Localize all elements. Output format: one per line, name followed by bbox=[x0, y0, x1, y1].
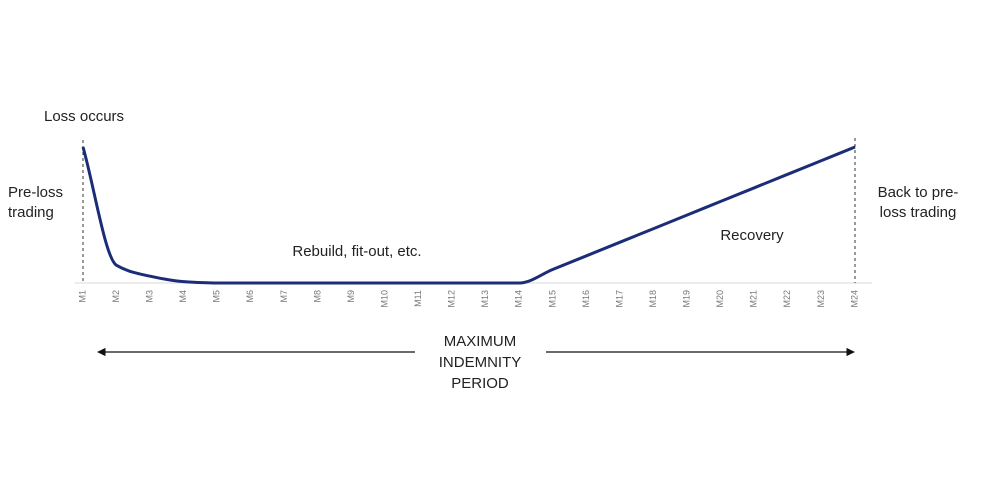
x-tick-label: M9 bbox=[346, 290, 356, 303]
annotation: PERIOD bbox=[451, 375, 509, 392]
x-tick-label: M7 bbox=[279, 290, 289, 303]
annotation: Pre-loss bbox=[8, 184, 63, 201]
annotation: Back to pre- bbox=[878, 184, 959, 201]
x-tick-label: M2 bbox=[111, 290, 121, 303]
x-tick-label: M21 bbox=[749, 290, 759, 308]
x-tick-label: M13 bbox=[480, 290, 490, 308]
x-tick-label: M11 bbox=[413, 290, 423, 307]
x-tick-label: M23 bbox=[816, 290, 826, 308]
x-tick-label: M8 bbox=[312, 290, 322, 303]
annotation: Rebuild, fit-out, etc. bbox=[292, 243, 421, 260]
x-tick-label: M14 bbox=[514, 290, 524, 308]
x-tick-label: M24 bbox=[849, 290, 859, 308]
x-tick-label: M1 bbox=[77, 290, 87, 303]
x-tick-label: M16 bbox=[581, 290, 591, 308]
x-tick-label: M12 bbox=[447, 290, 457, 308]
x-tick-label: M4 bbox=[178, 290, 188, 303]
annotation: INDEMNITY bbox=[439, 354, 522, 371]
x-tick-label: M10 bbox=[379, 290, 389, 308]
annotation: Loss occurs bbox=[44, 108, 124, 125]
annotation: MAXIMUM bbox=[444, 333, 517, 350]
line-series bbox=[81, 145, 856, 285]
x-tick-label: M3 bbox=[145, 290, 155, 303]
x-tick-label: M22 bbox=[782, 290, 792, 308]
x-tick-label: M15 bbox=[547, 290, 557, 308]
x-tick-label: M18 bbox=[648, 290, 658, 308]
x-tick-label: M6 bbox=[245, 290, 255, 303]
x-tick-label: M19 bbox=[682, 290, 692, 308]
annotation: Recovery bbox=[720, 227, 784, 244]
annotation: loss trading bbox=[880, 204, 957, 221]
x-tick-label: M20 bbox=[715, 290, 725, 308]
annotation: trading bbox=[8, 204, 54, 221]
x-tick-label: M5 bbox=[212, 290, 222, 303]
x-tick-label: M17 bbox=[614, 290, 624, 308]
